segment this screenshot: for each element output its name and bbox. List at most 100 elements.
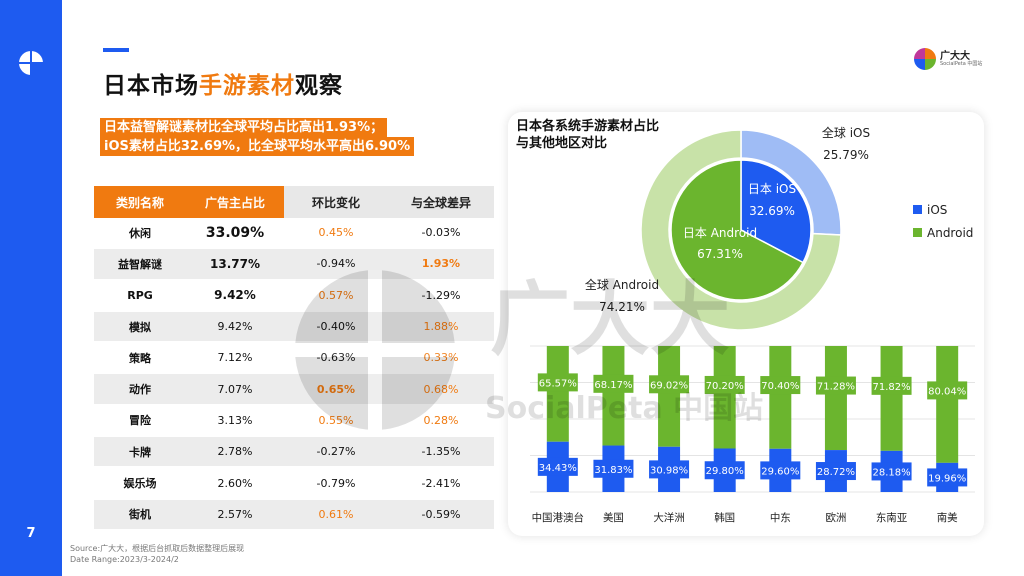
left-sidebar: 7 [0, 0, 62, 576]
table-row: 动作 7.07% 0.65% 0.68% [94, 374, 494, 406]
bar-android [602, 346, 625, 446]
cell-share: 13.77% [186, 249, 284, 281]
x-tick-label: 南美 [937, 511, 958, 524]
page-number: 7 [26, 526, 36, 541]
x-tick-label: 东南亚 [876, 511, 908, 524]
table-row: 休闲 33.09% 0.45% -0.03% [94, 218, 494, 250]
bar-ios-label: 28.72% [817, 467, 855, 478]
cell-share: 9.42% [186, 280, 284, 312]
bar-android [658, 346, 681, 447]
cell-global-diff: -1.35% [388, 437, 494, 469]
cell-global-diff: -1.29% [388, 280, 494, 312]
bar-android-label: 70.40% [761, 381, 799, 392]
brand-icon [914, 48, 936, 70]
cell-change: -0.40% [284, 311, 388, 344]
bar-android-label-box [927, 381, 968, 400]
bar-ios-label: 34.43% [539, 463, 577, 474]
legend-label-ios: iOS [927, 203, 947, 217]
table-row: 益智解谜 13.77% -0.94% 1.93% [94, 249, 494, 281]
cell-global-diff: 0.28% [388, 405, 494, 438]
x-tick-label: 欧洲 [825, 512, 846, 524]
cell-change: -0.79% [284, 468, 388, 500]
cell-share: 9.42% [186, 311, 284, 344]
bar-ios-label: 29.80% [706, 466, 744, 477]
bar-ios-label-box [815, 462, 856, 481]
table-row: 卡牌 2.78% -0.27% -1.35% [94, 437, 494, 469]
cell-global-diff: 1.93% [388, 249, 494, 281]
brand-subtitle: SocialPeta 中国站 [940, 61, 983, 67]
pie-value-japan-ios: 32.69% [749, 204, 795, 218]
bar-android-label-box [704, 375, 745, 394]
cell-category: 休闲 [94, 218, 186, 250]
cell-share: 2.60% [186, 468, 284, 500]
bar-ios-label-box [927, 468, 968, 487]
pie-slice-global-android [640, 129, 842, 331]
bar-android [713, 346, 736, 449]
table-body: 休闲 33.09% 0.45% -0.03% 益智解谜 13.77% -0.94% 1.93%… [94, 218, 494, 531]
chart-title: 日本各系统手游素材占比 与其他地区对比 [516, 118, 659, 152]
bar-android-label-box [593, 374, 634, 393]
brand-logo-icon [19, 51, 43, 75]
pie-label-japan-ios: 日本 iOS [748, 182, 796, 196]
cell-category: 模拟 [94, 311, 186, 344]
bar-android-label-box [649, 375, 690, 394]
cell-change: 0.61% [284, 499, 388, 531]
x-tick-label: 中东 [770, 511, 791, 524]
header-category: 类别名称 [94, 186, 186, 218]
header-change: 环比变化 [284, 186, 388, 218]
bar-ios-label-box [760, 461, 801, 480]
cell-global-diff: -2.41% [388, 468, 494, 500]
bar-ios-label: 30.98% [650, 465, 688, 476]
table-row: 策略 7.12% -0.63% 0.33% [94, 343, 494, 375]
bar-android [824, 346, 847, 451]
table-row: 街机 2.57% 0.61% -0.59% [94, 499, 494, 531]
highlight-line-2: iOS素材占比32.69%，比全球平均水平高出6.90% [100, 137, 415, 156]
cell-category: 街机 [94, 499, 186, 531]
bar-ios-label-box [593, 459, 634, 478]
cell-category: 动作 [94, 374, 186, 406]
bar-android-label: 70.20% [706, 381, 744, 392]
cell-share: 7.12% [186, 343, 284, 375]
bar-android-label: 68.17% [594, 380, 632, 391]
x-tick-label: 美国 [603, 511, 624, 524]
cell-global-diff: 0.33% [388, 343, 494, 375]
bar-android [936, 346, 959, 463]
cell-change: 0.45% [284, 218, 388, 250]
header-global-diff: 与全球差异 [388, 186, 494, 218]
bar-android-label-box [537, 373, 578, 392]
legend-label-android: Android [927, 226, 973, 240]
pie-slice-japan-android [670, 159, 805, 301]
x-tick-label: 中国港澳台 [532, 511, 585, 524]
cell-change: -0.27% [284, 437, 388, 469]
bar-android-label: 71.28% [817, 382, 855, 393]
chart-title-line-1: 日本各系统手游素材占比 [516, 119, 660, 134]
title-highlight: 手游素材 [199, 73, 295, 99]
bar-android [880, 346, 903, 451]
pie-value-global-ios: 25.79% [823, 148, 869, 162]
cell-global-diff: -0.59% [388, 499, 494, 531]
source-line-2: Date Range:2023/3-2024/2 [70, 555, 179, 564]
cell-global-diff: 0.68% [388, 374, 494, 406]
legend-swatch-android [913, 228, 922, 237]
page-title: 日本市场手游素材观察 [103, 66, 343, 100]
table-row: 冒险 3.13% 0.55% 0.28% [94, 405, 494, 438]
bar-ios-label-box [649, 460, 690, 479]
bar-android-label-box [871, 376, 912, 395]
table-row: 娱乐场 2.60% -0.79% -2.41% [94, 468, 494, 500]
bar-android [769, 346, 792, 449]
table-header-row: 类别名称 广告主占比 环比变化 与全球差异 [94, 186, 494, 218]
brand-mark: 广大大 SocialPeta 中国站 [914, 48, 986, 70]
bar-android-label-box [815, 376, 856, 395]
cell-share: 7.07% [186, 374, 284, 406]
bar-android-label: 80.04% [928, 386, 966, 397]
title-accent-line [103, 48, 129, 52]
table-row: 模拟 9.42% -0.40% 1.88% [94, 311, 494, 344]
table-row: RPG 9.42% 0.57% -1.29% [94, 280, 494, 312]
x-tick-label: 韩国 [714, 511, 735, 524]
bar-android [546, 346, 569, 442]
cell-share: 2.57% [186, 499, 284, 531]
bar-android-label: 69.02% [650, 380, 688, 391]
cell-change: -0.63% [284, 343, 388, 375]
cell-change: 0.65% [284, 374, 388, 406]
